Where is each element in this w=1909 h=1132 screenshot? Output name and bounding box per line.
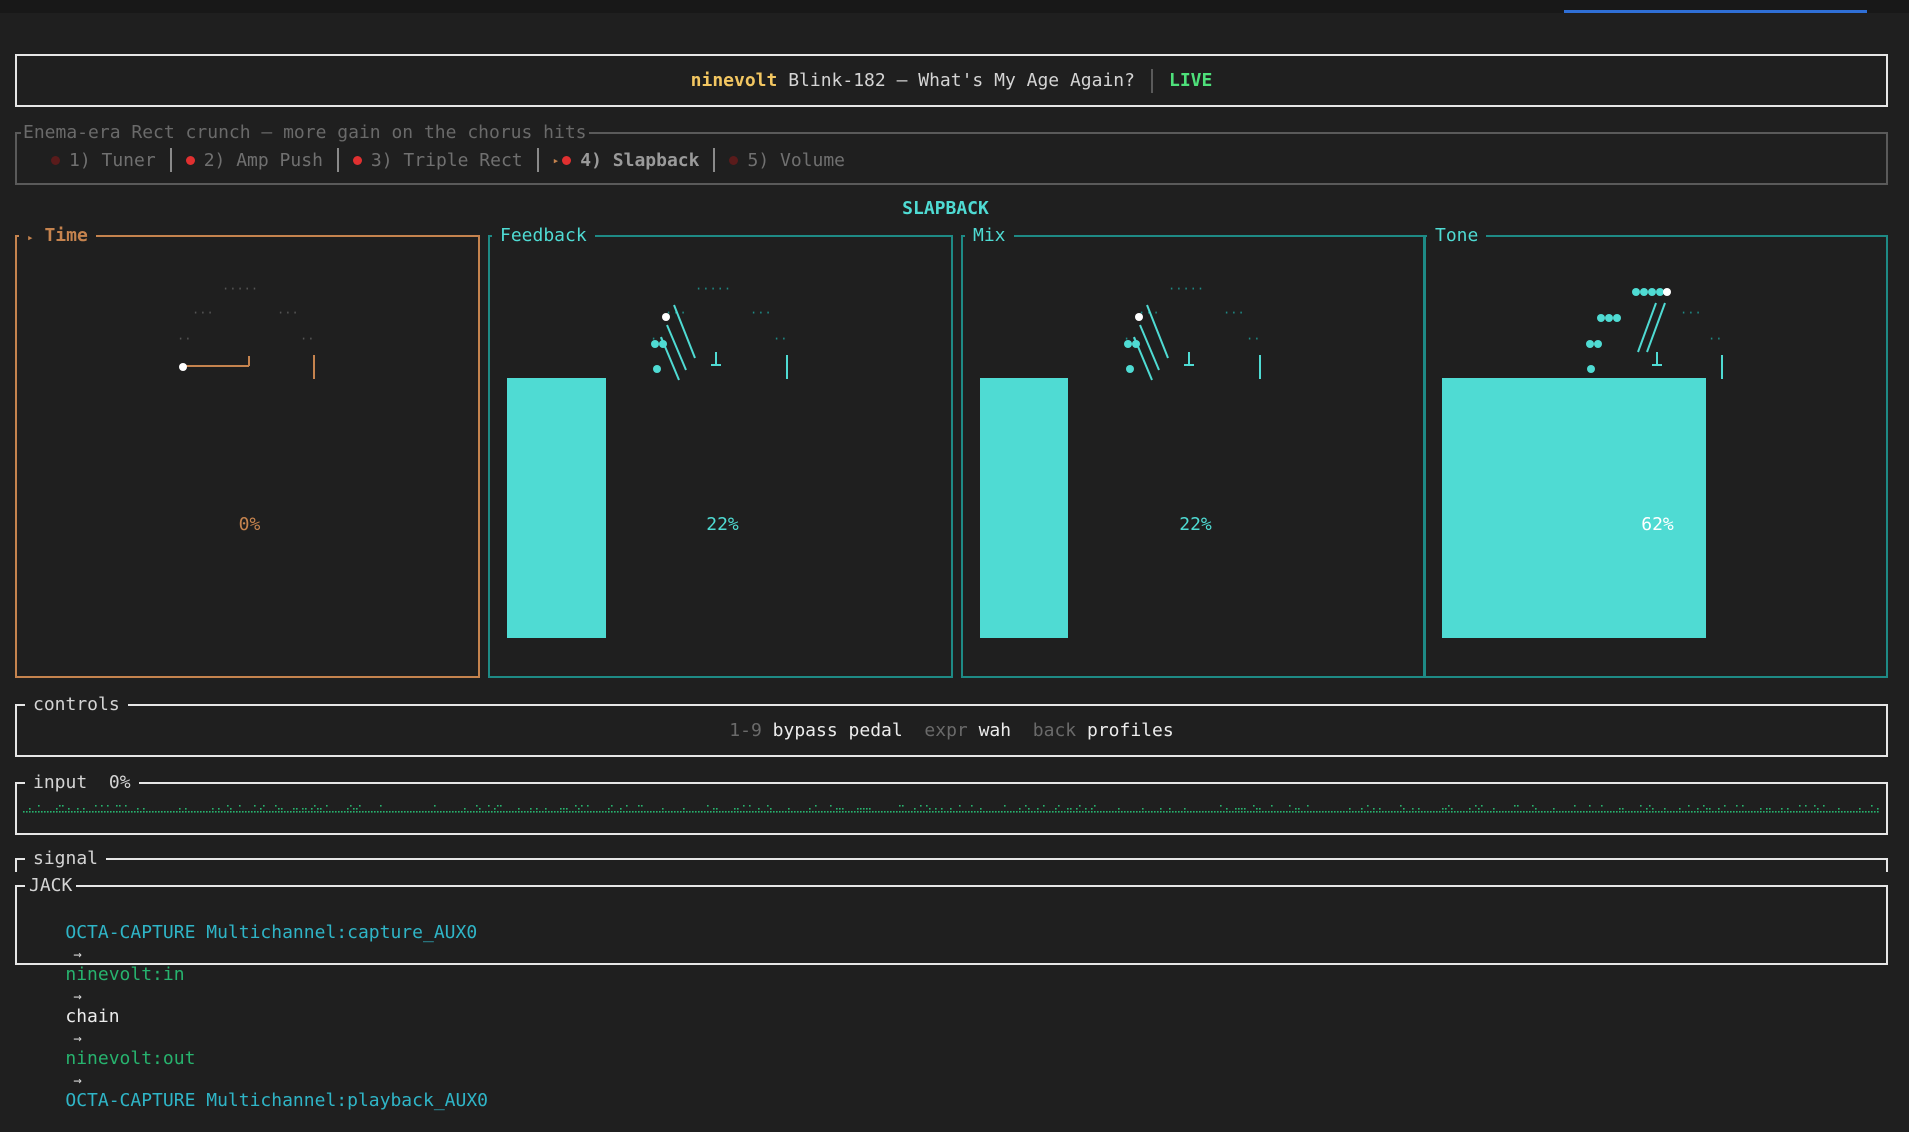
svg-text:···: ··· (1680, 306, 1702, 320)
pedal-triple-rect[interactable]: 3) Triple Rect (339, 150, 537, 171)
pedal-slapback[interactable]: ▸ 4) Slapback (539, 150, 714, 171)
top-tab-strip (0, 0, 1909, 13)
signal-route: OCTA-CAPTURE Multichannel:capture_AUX0 →… (22, 901, 488, 1132)
svg-text:···: ··· (1138, 306, 1160, 320)
knob-panel-feedback[interactable]: Feedback ····· ··· ··· ·· ·· 22% (488, 224, 953, 678)
pedal-divider (713, 148, 716, 172)
pedal-chain-strip: Enema-era Rect crunch — more gain on the… (15, 121, 1888, 185)
route-arrow-icon: → (73, 1031, 82, 1047)
preset-description: Enema-era Rect crunch — more gain on the… (21, 121, 589, 145)
pedal-label: 2) Amp Push (203, 149, 323, 171)
live-status-badge: LIVE (1168, 70, 1213, 91)
app-name: ninevolt (690, 70, 778, 91)
svg-text:···: ··· (192, 306, 214, 320)
knob-dial-time: ····· ··· ··· ·· ·· (177, 282, 315, 379)
input-label: input (33, 772, 88, 793)
input-level: 0% (108, 772, 131, 793)
pedal-status-dot (51, 155, 60, 165)
control-action: wah (978, 720, 1012, 741)
pedal-status-dot (185, 155, 195, 165)
pedal-label: 5) Volume (747, 149, 846, 171)
knob-label-text: Time (44, 225, 88, 246)
route-source[interactable]: OCTA-CAPTURE Multichannel:capture_AUX0 (65, 922, 478, 943)
effect-title: SLAPBACK (902, 198, 989, 219)
knob-panel-tone[interactable]: Tone ··· ·· 62% (1423, 224, 1888, 678)
controls-panel: controls 1-9 bypass pedal expr wah back … (15, 693, 1888, 757)
route-app-out[interactable]: ninevolt:out (65, 1048, 196, 1069)
knob-level-bar (980, 378, 1068, 638)
pedal-label: 4) Slapback (580, 149, 700, 171)
knob-percent: 62% (1641, 514, 1674, 535)
input-title: input 0% (25, 771, 139, 795)
knob-panel-mix[interactable]: Mix ····· ··· ··· ·· ·· 22% (961, 224, 1426, 678)
route-arrow-icon: → (73, 1073, 82, 1089)
pedal-amp-push[interactable]: 2) Amp Push (172, 150, 337, 171)
pedal-divider (169, 148, 172, 172)
pedal-divider (336, 148, 339, 172)
svg-text:···: ··· (277, 306, 299, 320)
knob-percent: 22% (1179, 514, 1212, 535)
route-arrow-icon: → (73, 989, 82, 1005)
control-key: expr (924, 720, 968, 741)
knob-label: ▸ Time (19, 224, 96, 250)
pedal-status-dot (729, 155, 739, 165)
knob-dial-tone: ··· ·· (1586, 288, 1723, 379)
pedal-status-dot (352, 155, 362, 165)
signal-panel: signal (15, 847, 1888, 872)
pedal-volume[interactable]: 5) Volume (715, 150, 859, 171)
knob-label: Mix (965, 224, 1014, 248)
pedal-tuner[interactable]: 1) Tuner (37, 150, 170, 171)
svg-text:···: ··· (1223, 306, 1245, 320)
controls-title: controls (25, 693, 128, 717)
svg-text:·····: ····· (695, 282, 731, 296)
selected-pointer-icon: ▸ (552, 153, 560, 167)
control-action: profiles (1087, 720, 1174, 741)
signal-title: signal (25, 847, 107, 871)
knob-level-bar (507, 378, 606, 638)
now-playing-header: ninevolt Blink-182 — What's My Age Again… (15, 54, 1888, 107)
svg-text:··: ·· (1246, 332, 1260, 346)
pedal-list: 1) Tuner 2) Amp Push 3) Triple Rect ▸ 4)… (37, 148, 859, 172)
jack-routing-panel: JACK OCTA-CAPTURE Multichannel:capture_A… (15, 874, 1888, 1111)
control-action: bypass pedal (772, 720, 903, 741)
pedal-label: 1) Tuner (69, 149, 156, 171)
svg-text:·····: ····· (222, 282, 258, 296)
svg-text:···: ··· (750, 306, 772, 320)
control-key: 1-9 (729, 720, 762, 741)
jack-title: JACK (25, 874, 77, 898)
route-sink[interactable]: OCTA-CAPTURE Multichannel:playback_AUX0 (65, 1090, 488, 1111)
knob-dial-mix: ····· ··· ··· ·· ·· (1123, 282, 1261, 381)
active-tab-indicator (1564, 10, 1867, 13)
knob-label: Feedback (492, 224, 595, 248)
svg-text:··: ·· (1708, 332, 1722, 346)
active-pointer-icon: ▸ (27, 231, 34, 244)
song-title: Blink-182 — What's My Age Again? (788, 70, 1135, 91)
control-key: back (1032, 720, 1077, 741)
svg-text:··: ·· (773, 332, 787, 346)
knob-panel-time[interactable]: ▸ Time ····· ··· ··· ·· ·· 0% (15, 224, 480, 678)
svg-text:·····: ····· (1168, 282, 1204, 296)
knob-percent: 22% (706, 514, 739, 535)
svg-text:··: ·· (177, 332, 191, 346)
route-chain[interactable]: chain (65, 1006, 120, 1027)
route-app-in[interactable]: ninevolt:in (65, 964, 185, 985)
header-divider (1150, 68, 1153, 93)
pedal-divider (536, 148, 539, 172)
input-waveform (23, 805, 1879, 813)
pedal-status-dot (562, 155, 572, 165)
svg-text:··: ·· (300, 332, 314, 346)
route-arrow-icon: → (73, 947, 82, 963)
pedal-label: 3) Triple Rect (370, 149, 523, 171)
knob-dial-feedback: ····· ··· ··· ·· ·· (650, 282, 788, 381)
knob-label: Tone (1427, 224, 1487, 248)
input-meter-panel: input 0% (15, 771, 1888, 835)
knob-percent: 0% (238, 514, 261, 535)
svg-text:···: ··· (665, 306, 687, 320)
knob-level-bar (1442, 378, 1706, 638)
